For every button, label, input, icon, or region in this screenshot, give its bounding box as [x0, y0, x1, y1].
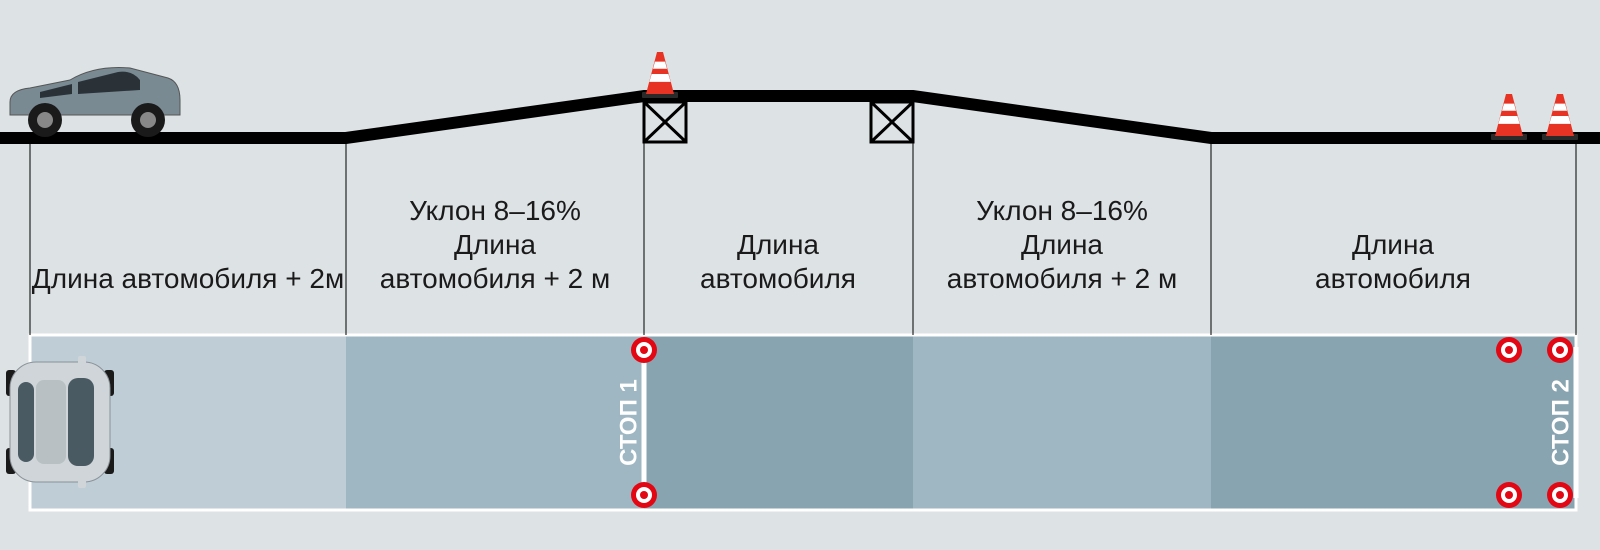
target-marker-1	[631, 482, 657, 508]
section-label-3-1: Длина	[1021, 229, 1103, 260]
section-label-1-1: Длина	[454, 229, 536, 260]
section-label-2-1: автомобиля	[700, 263, 856, 294]
diagram-svg: СТОП 1 СТОП 2 Длина автомобиля + 2м Уклон 8…	[0, 0, 1600, 550]
stop-label-0: СТОП 1	[615, 379, 642, 466]
section-label-3-0: Уклон 8–16%	[976, 195, 1148, 226]
topview-zone-2	[644, 335, 913, 510]
section-label-4-1: автомобиля	[1315, 263, 1471, 294]
section-label-4-0: Длина	[1352, 229, 1434, 260]
stop-label-1: СТОП 2	[1547, 379, 1574, 466]
topview-lane: СТОП 1 СТОП 2	[30, 335, 1576, 510]
section-label-1-2: автомобиля + 2 м	[380, 263, 610, 294]
car-top-icon	[6, 356, 114, 488]
target-marker-0	[631, 337, 657, 363]
topview-zone-1	[346, 335, 644, 510]
topview-zone-3	[913, 335, 1211, 510]
section-label-0-0: Длина автомобиля + 2м	[32, 263, 344, 294]
target-marker-3	[1547, 337, 1573, 363]
section-label-3-2: автомобиля + 2 м	[947, 263, 1177, 294]
ramp-diagram: СТОП 1 СТОП 2 Длина автомобиля + 2м Уклон 8…	[0, 0, 1600, 550]
section-label-2-0: Длина	[737, 229, 819, 260]
target-marker-4	[1496, 482, 1522, 508]
topview-zone-4	[1211, 335, 1576, 510]
target-marker-2	[1496, 337, 1522, 363]
section-label-1-0: Уклон 8–16%	[409, 195, 581, 226]
target-marker-5	[1547, 482, 1573, 508]
